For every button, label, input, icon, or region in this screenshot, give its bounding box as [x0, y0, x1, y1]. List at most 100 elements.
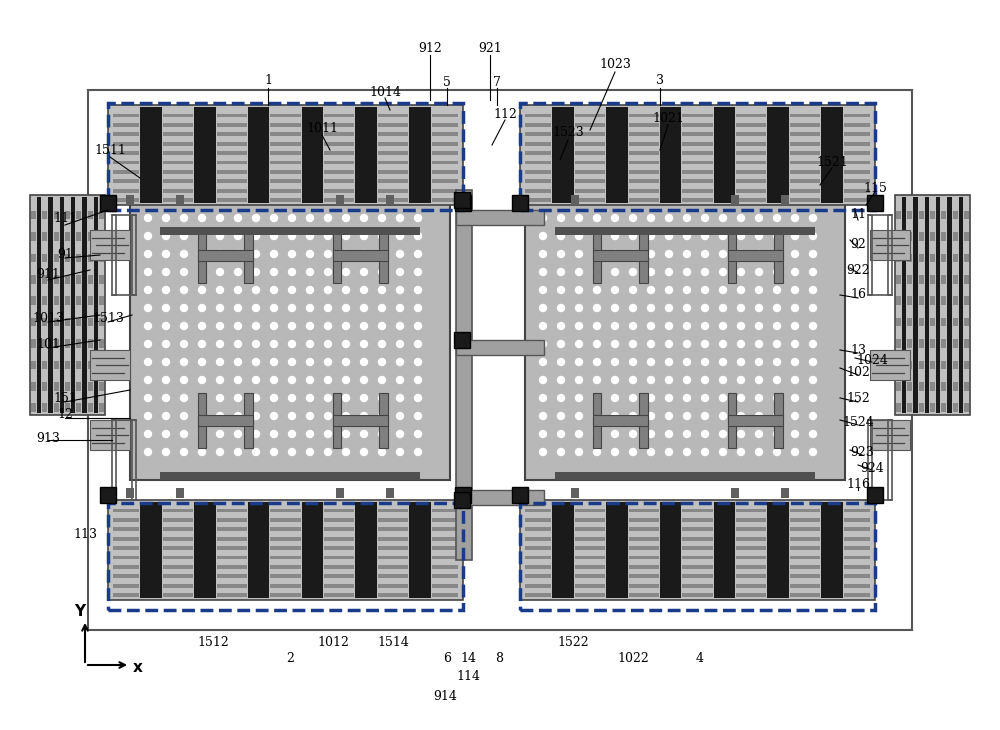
Bar — [113, 593, 139, 597]
Bar — [525, 123, 551, 127]
Circle shape — [558, 323, 564, 329]
Bar — [844, 528, 870, 531]
Bar — [302, 502, 323, 598]
Bar — [270, 189, 297, 193]
Bar — [794, 170, 820, 174]
Bar — [65, 361, 70, 369]
Bar — [90, 350, 130, 380]
Bar — [953, 382, 958, 391]
Bar — [198, 250, 252, 261]
Bar — [382, 180, 408, 183]
Bar — [870, 350, 910, 380]
Circle shape — [630, 358, 637, 366]
Bar — [54, 275, 59, 283]
Circle shape — [162, 286, 170, 293]
Bar — [99, 253, 104, 262]
Circle shape — [720, 431, 726, 437]
Bar — [632, 199, 659, 202]
Bar — [552, 107, 574, 203]
Circle shape — [288, 269, 296, 275]
Bar — [167, 509, 193, 512]
Bar — [194, 107, 216, 203]
Bar — [790, 556, 816, 559]
Bar — [217, 189, 243, 193]
Text: 8: 8 — [495, 651, 503, 664]
Circle shape — [342, 286, 350, 293]
Bar — [328, 537, 354, 541]
Circle shape — [576, 304, 582, 312]
Bar — [163, 537, 189, 541]
Circle shape — [738, 232, 744, 239]
Circle shape — [162, 448, 170, 456]
Bar — [579, 556, 605, 559]
Bar — [386, 195, 394, 205]
Bar — [378, 528, 404, 531]
Circle shape — [738, 323, 744, 329]
Bar — [790, 584, 816, 588]
Text: 6: 6 — [443, 651, 451, 664]
Circle shape — [720, 340, 726, 347]
Bar — [525, 180, 551, 183]
Bar — [88, 296, 93, 305]
Bar — [220, 180, 247, 183]
Bar — [774, 228, 782, 283]
Circle shape — [144, 431, 152, 437]
Bar — [88, 361, 93, 369]
Bar — [919, 404, 924, 412]
Circle shape — [774, 412, 780, 420]
Bar — [432, 199, 458, 202]
Bar — [76, 232, 81, 241]
Circle shape — [702, 232, 708, 239]
Circle shape — [234, 340, 242, 347]
Bar — [455, 487, 471, 503]
Bar — [60, 197, 64, 413]
Circle shape — [576, 215, 582, 221]
Bar — [270, 180, 297, 183]
Bar — [270, 123, 297, 127]
Bar — [88, 275, 93, 283]
Bar — [217, 528, 243, 531]
Bar — [90, 230, 130, 260]
Bar — [579, 546, 605, 550]
Circle shape — [415, 358, 422, 366]
Bar — [99, 361, 104, 369]
Circle shape — [702, 431, 708, 437]
Bar — [941, 404, 946, 412]
Circle shape — [234, 286, 242, 293]
Bar — [941, 361, 946, 369]
Bar — [521, 195, 529, 205]
Bar — [378, 546, 404, 550]
Bar — [270, 199, 297, 202]
Bar — [592, 228, 601, 283]
Circle shape — [415, 448, 422, 456]
Bar — [907, 339, 912, 347]
Bar — [163, 584, 189, 588]
Bar — [728, 228, 736, 283]
Circle shape — [738, 304, 744, 312]
Circle shape — [594, 250, 600, 258]
Bar — [65, 382, 70, 391]
Bar — [794, 546, 820, 550]
Bar — [220, 528, 247, 531]
Bar — [88, 232, 93, 241]
Circle shape — [342, 358, 350, 366]
Bar — [740, 123, 766, 127]
Circle shape — [198, 250, 206, 258]
Bar — [217, 161, 243, 164]
Bar — [88, 296, 93, 305]
Circle shape — [792, 269, 798, 275]
Circle shape — [234, 304, 242, 312]
Bar — [790, 518, 816, 522]
Bar — [520, 105, 875, 205]
Bar — [790, 546, 816, 550]
Circle shape — [144, 215, 152, 221]
Circle shape — [324, 377, 332, 383]
Bar — [328, 114, 354, 118]
Bar — [579, 518, 605, 522]
Bar — [65, 339, 70, 347]
Circle shape — [792, 358, 798, 366]
Bar — [382, 575, 408, 578]
Bar — [220, 593, 247, 597]
Bar — [130, 200, 450, 480]
Bar — [821, 502, 843, 598]
